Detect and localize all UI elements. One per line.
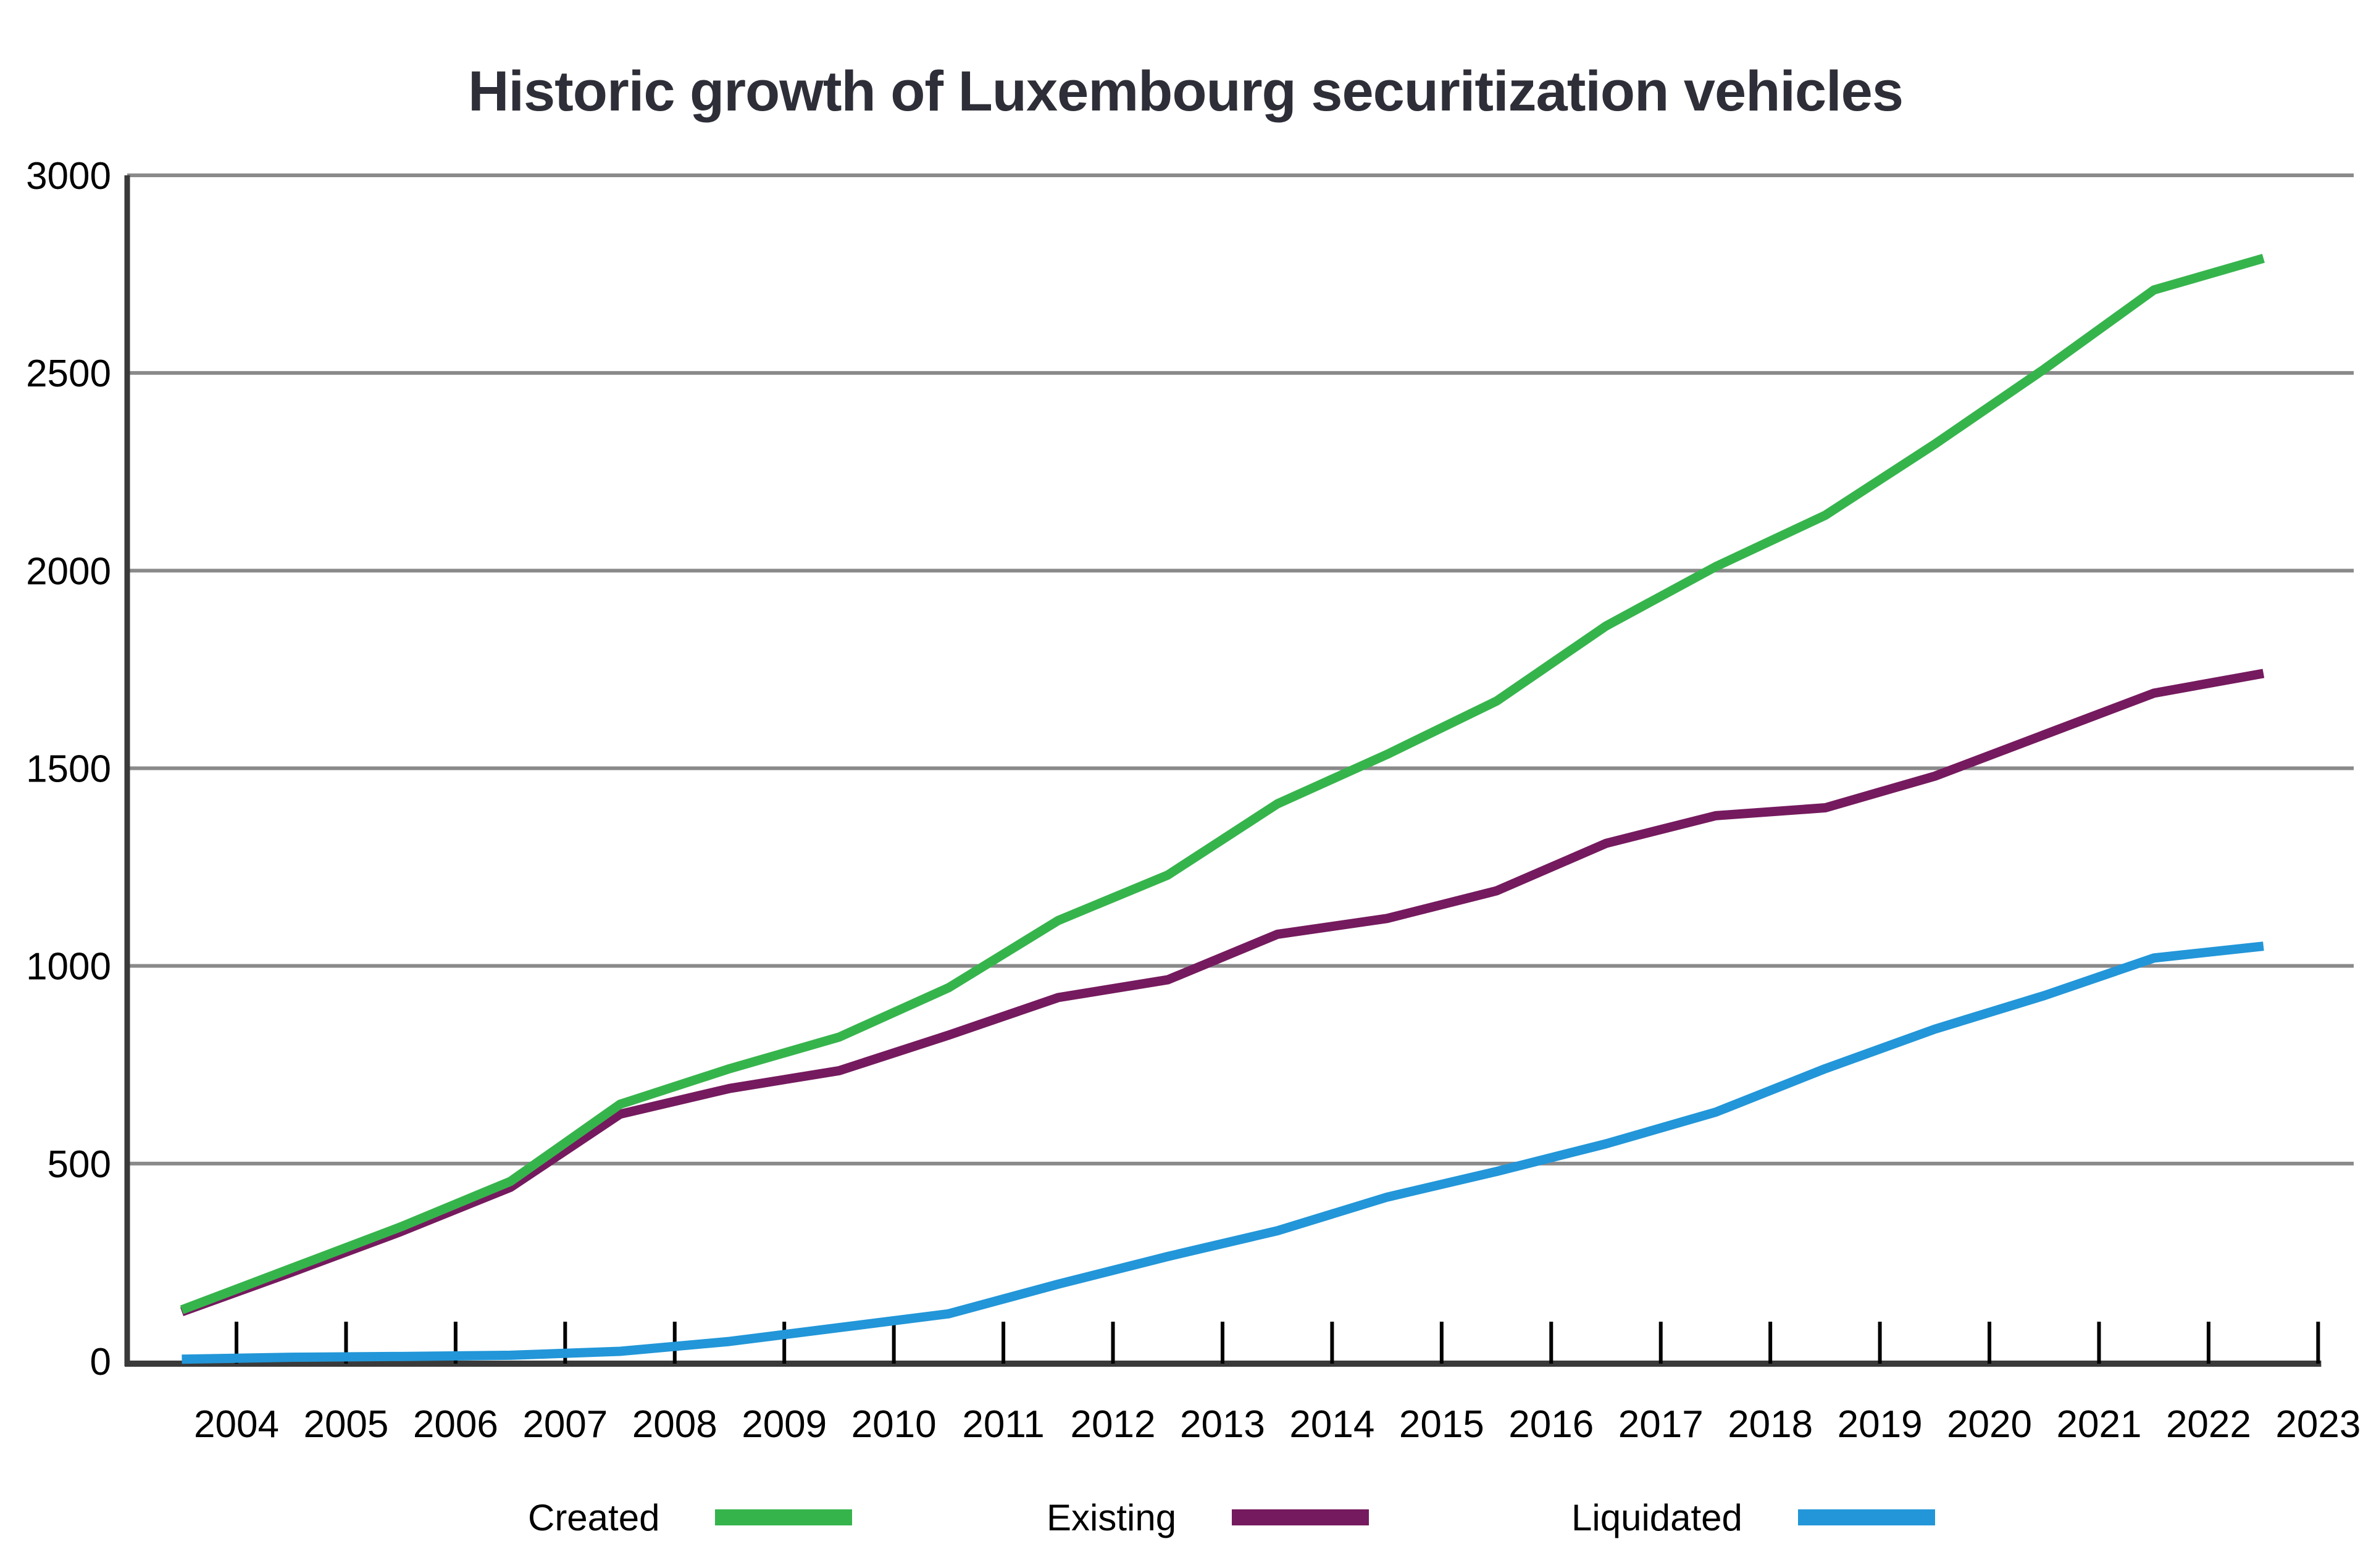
legend-label-liquidated: Liquidated (1571, 1496, 1742, 1538)
x-axis-label-2014: 2014 (1289, 1403, 1374, 1446)
legend-item-created: Created (528, 1480, 853, 1554)
legend-label-created: Created (528, 1496, 660, 1538)
x-axis-label-2012: 2012 (1071, 1403, 1156, 1446)
legend-swatch-existing-line (1232, 1509, 1369, 1525)
x-axis-label-2008: 2008 (632, 1403, 717, 1446)
line-chart-canvas: 0 500 1000 1500 2000 2500 3000 2004 2005 2006 2007… (26, 155, 2361, 1446)
y-axis-label-2500: 2500 (26, 352, 111, 395)
x-axis-label-2010: 2010 (851, 1403, 937, 1446)
legend-swatch-liquidated-line (1797, 1509, 1935, 1525)
page-title: Historic growth of Luxembourg securitiza… (467, 60, 1904, 123)
series-line-existing (180, 669, 2265, 1317)
x-axis-label-2004: 2004 (194, 1403, 279, 1446)
legend: Created Existing Liquidated (0, 1480, 2371, 1554)
legend-item-liquidated: Liquidated (1571, 1480, 1935, 1554)
legend-item-existing: Existing (1047, 1480, 1369, 1554)
x-axis-label-2006: 2006 (413, 1403, 498, 1446)
x-axis-label-2013: 2013 (1180, 1403, 1265, 1446)
series-line-created (180, 254, 2265, 1314)
legend-label-existing: Existing (1047, 1496, 1177, 1538)
x-axis-label-2022: 2022 (2166, 1403, 2251, 1446)
y-axis-label-3000: 3000 (26, 155, 111, 198)
x-axis-label-2015: 2015 (1399, 1403, 1484, 1446)
y-axis-label-500: 500 (48, 1143, 111, 1186)
x-axis-label-2017: 2017 (1618, 1403, 1704, 1446)
x-axis-label-2021: 2021 (2057, 1403, 2142, 1446)
x-axis-label-2018: 2018 (1728, 1403, 1813, 1446)
x-axis-label-2011: 2011 (962, 1403, 1044, 1446)
series-line-liquidated (182, 941, 2264, 1364)
x-axis-label-2023: 2023 (2275, 1403, 2361, 1446)
x-axis-label-2007: 2007 (522, 1403, 608, 1446)
x-axis-label-2005: 2005 (303, 1403, 388, 1446)
x-axis-label-2019: 2019 (1838, 1403, 1923, 1446)
y-axis-label-1000: 1000 (26, 946, 111, 988)
y-axis-label-0: 0 (90, 1341, 111, 1383)
x-axis-label-2009: 2009 (742, 1403, 827, 1446)
legend-swatch-created-line (715, 1509, 853, 1525)
x-axis-label-2020: 2020 (1947, 1403, 2032, 1446)
y-axis-label-2000: 2000 (26, 550, 111, 593)
y-axis-label-1500: 1500 (26, 748, 111, 791)
x-axis-label-2016: 2016 (1508, 1403, 1594, 1446)
